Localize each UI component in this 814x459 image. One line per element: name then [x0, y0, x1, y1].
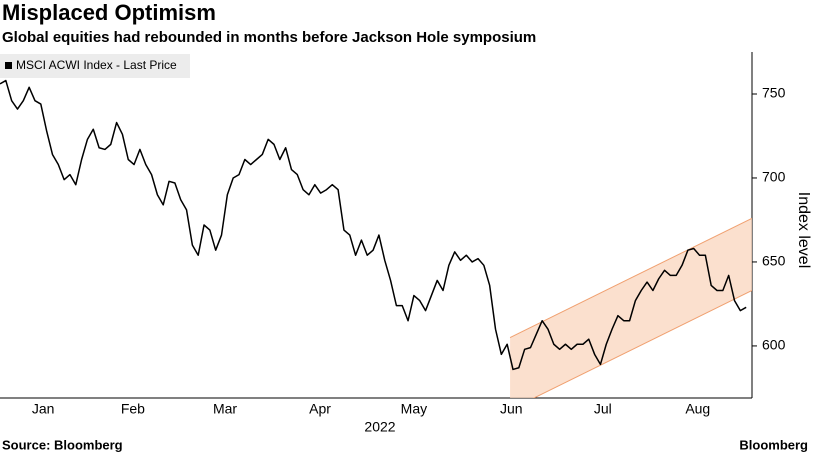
y-tick-label: 600: [762, 337, 786, 353]
channel-edge: [509, 217, 752, 338]
x-tick-label: Aug: [685, 401, 710, 417]
y-tick-label: 750: [762, 85, 786, 101]
x-tick-label: Mar: [213, 401, 237, 417]
x-tick-label: Jan: [32, 401, 55, 417]
x-tick-label: Jun: [500, 401, 523, 417]
x-tick-label: Apr: [309, 401, 331, 417]
brand: Bloomberg: [739, 437, 808, 452]
y-axis-label: Index level: [795, 192, 812, 269]
channel-band: [510, 218, 752, 398]
legend-swatch: [5, 62, 12, 69]
x-axis-label: 2022: [364, 419, 395, 435]
x-tick-label: Jul: [594, 401, 612, 417]
legend-label: MSCI ACWI Index - Last Price: [16, 58, 177, 72]
chart-subtitle: Global equities had rebounded in months …: [2, 29, 536, 46]
chart-title: Misplaced Optimism: [2, 0, 216, 25]
legend-box: [0, 54, 190, 78]
x-tick-label: Feb: [121, 401, 145, 417]
channel-edge: [532, 290, 752, 398]
x-tick-label: May: [401, 401, 427, 417]
y-tick-label: 700: [762, 169, 786, 185]
y-tick-label: 650: [762, 253, 786, 269]
price-line: [0, 79, 747, 371]
source: Source: Bloomberg: [2, 437, 123, 452]
